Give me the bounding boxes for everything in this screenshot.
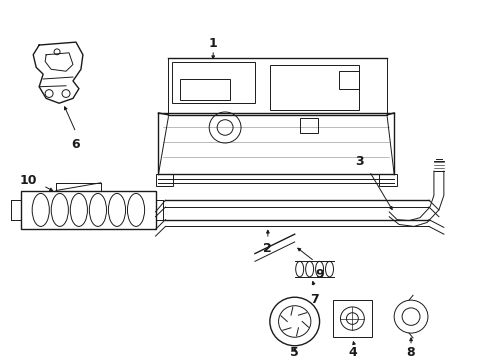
Text: 8: 8 (407, 346, 416, 359)
Text: 1: 1 (209, 37, 218, 50)
Text: 3: 3 (355, 155, 364, 168)
Text: 10: 10 (20, 174, 37, 187)
Text: 2: 2 (264, 242, 272, 255)
Text: 9: 9 (315, 269, 324, 282)
Text: 5: 5 (291, 346, 299, 359)
Text: 4: 4 (348, 346, 357, 359)
Text: 7: 7 (310, 293, 319, 306)
Text: 6: 6 (72, 139, 80, 152)
